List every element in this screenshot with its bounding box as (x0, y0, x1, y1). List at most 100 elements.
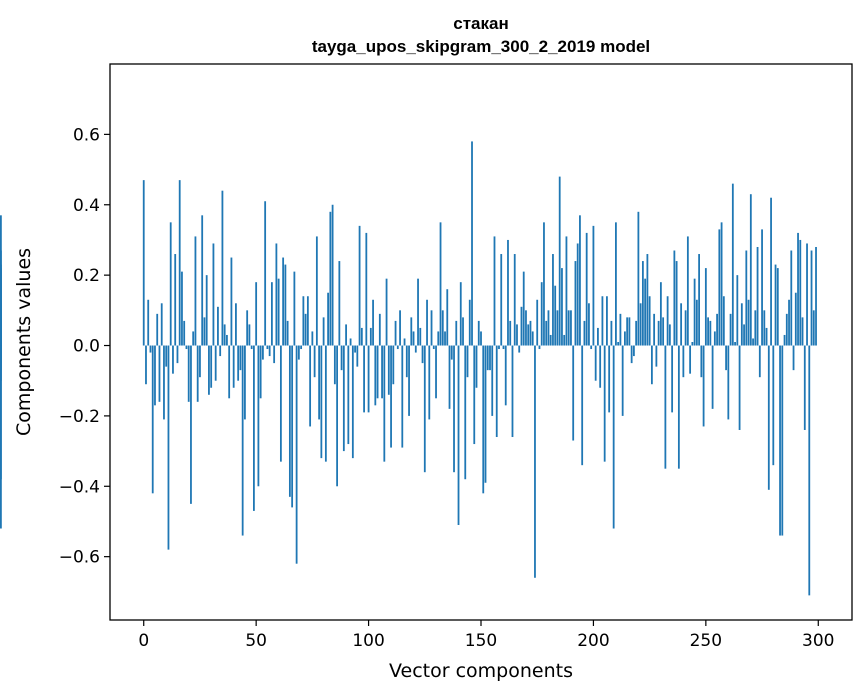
bar (666, 296, 669, 346)
bar (392, 345, 395, 385)
bar (464, 345, 467, 480)
bar (257, 345, 260, 487)
bar (450, 345, 453, 360)
bar (635, 320, 638, 346)
bar (529, 320, 532, 346)
y-axis: −0.6 −0.4 −0.2 0.0 0.2 0.4 0.6 (59, 125, 110, 568)
bar (192, 331, 195, 346)
bar (592, 225, 595, 346)
bar (770, 197, 772, 346)
bar (338, 261, 341, 346)
bar (689, 345, 692, 374)
bar (300, 345, 303, 350)
bar (794, 292, 797, 346)
bar (408, 345, 410, 416)
bar (698, 254, 700, 346)
bar (574, 261, 577, 346)
bar (0, 345, 2, 480)
bar (210, 345, 213, 388)
bar (167, 345, 170, 550)
bar (538, 345, 541, 350)
bar (754, 310, 757, 346)
bar (149, 345, 152, 353)
bar (745, 250, 748, 346)
bar (196, 345, 199, 402)
bar (540, 282, 543, 346)
bar (509, 320, 512, 346)
bar (169, 222, 172, 346)
bar (315, 236, 318, 346)
bar (390, 345, 392, 448)
bar (291, 345, 294, 508)
bar (423, 345, 426, 473)
bar (588, 303, 590, 346)
bar (462, 317, 464, 346)
bar (518, 345, 521, 353)
bar (599, 345, 602, 388)
bar (603, 345, 606, 462)
bar (740, 303, 743, 346)
bar (396, 345, 399, 350)
y-tick-label: −0.2 (59, 407, 100, 427)
bar (444, 331, 446, 346)
bar (547, 310, 550, 346)
bar (601, 296, 604, 346)
bar (163, 345, 165, 420)
bar (190, 345, 192, 504)
bar (628, 317, 631, 346)
bar (399, 310, 401, 346)
bar (677, 345, 680, 469)
x-tick-label: 200 (577, 631, 609, 651)
bar (266, 345, 269, 350)
bar (615, 222, 617, 346)
bar (365, 232, 368, 346)
bar (608, 345, 611, 413)
bar (763, 310, 766, 346)
bar (351, 345, 354, 459)
bar (306, 296, 309, 346)
bar (630, 345, 633, 364)
bar (473, 345, 476, 445)
bar (507, 239, 509, 346)
bar (743, 324, 745, 346)
bar (313, 345, 316, 378)
bar (264, 201, 267, 346)
bar (246, 310, 249, 346)
bar (414, 345, 417, 353)
bar (576, 243, 579, 346)
bar (277, 278, 280, 346)
bar (235, 303, 237, 346)
bar (815, 246, 817, 346)
bar (695, 299, 698, 346)
y-tick-label: 0.0 (73, 337, 100, 357)
bar (617, 342, 620, 346)
bar (468, 299, 471, 346)
bar (309, 345, 312, 427)
bar (354, 345, 356, 353)
bar (668, 324, 671, 346)
bar (731, 183, 734, 346)
y-tick-label: 0.2 (73, 266, 100, 286)
bar (219, 345, 222, 357)
bar (158, 345, 161, 402)
bar (455, 320, 458, 346)
bar (475, 345, 478, 388)
bar (232, 345, 235, 388)
x-tick-label: 150 (465, 631, 497, 651)
bar (286, 320, 289, 346)
bar (203, 317, 206, 346)
bar (500, 254, 503, 346)
bar (567, 310, 570, 346)
bar (176, 345, 179, 364)
bar (583, 320, 586, 346)
bar (756, 246, 759, 346)
bar (194, 236, 197, 346)
bar (403, 338, 406, 346)
bar (725, 345, 727, 371)
bar (594, 345, 597, 381)
y-tick-label: −0.4 (59, 477, 100, 497)
bar (482, 345, 485, 494)
bar (147, 299, 150, 346)
bar (201, 215, 204, 346)
bar (178, 180, 181, 346)
